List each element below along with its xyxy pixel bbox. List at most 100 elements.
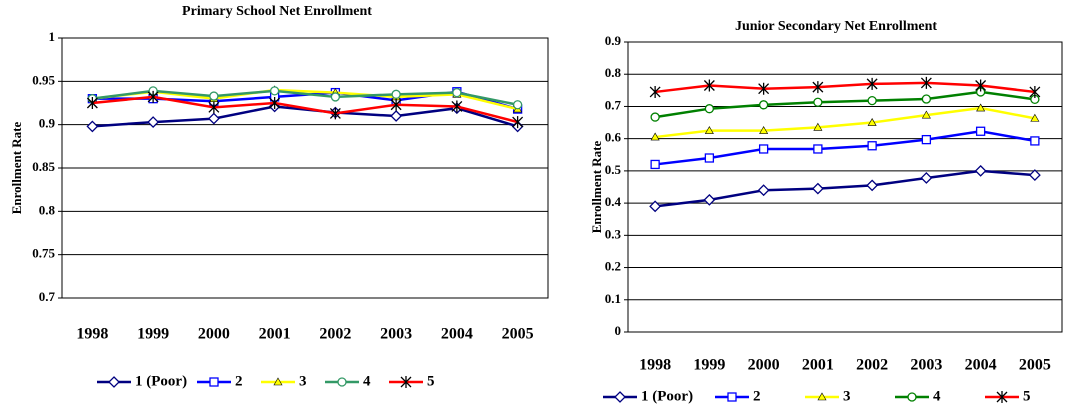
x-tick-label: 1999 xyxy=(693,357,725,374)
marker xyxy=(209,91,219,101)
marker xyxy=(867,141,877,151)
marker xyxy=(207,112,220,125)
x-tick-label: 2001 xyxy=(802,357,834,374)
x-tick-label: 2005 xyxy=(502,326,534,343)
y-axis-label: Enrollment Rate xyxy=(9,121,24,214)
series-line xyxy=(92,89,518,106)
x-tick-label: 2003 xyxy=(380,326,412,343)
legend-label: 2 xyxy=(235,373,243,389)
marker xyxy=(512,116,524,129)
marker xyxy=(147,116,160,128)
series-line xyxy=(654,129,1036,166)
marker xyxy=(452,87,462,98)
x-tick-label: 2002 xyxy=(319,326,351,343)
x-tick-label: 2002 xyxy=(856,357,888,374)
marker xyxy=(1028,169,1041,181)
y-tick-label: 0.85 xyxy=(32,159,55,174)
marker xyxy=(811,182,824,195)
x-tick-label: 1998 xyxy=(639,357,671,374)
legend-marker xyxy=(273,377,283,386)
x-tick-label: 2000 xyxy=(748,357,780,374)
legend-label: 5 xyxy=(1023,388,1031,404)
marker xyxy=(329,107,341,120)
series-line xyxy=(654,106,1036,139)
chart-title: Junior Secondary Net Enrollment xyxy=(735,19,937,34)
marker xyxy=(390,110,403,122)
legend-label: 4 xyxy=(933,388,941,404)
y-tick-label: 0.4 xyxy=(605,194,622,209)
x-tick-label: 2001 xyxy=(259,326,291,343)
marker xyxy=(269,97,281,109)
y-axis-label: Enrollment Rate xyxy=(589,140,604,233)
legend-marker xyxy=(907,392,917,402)
y-tick-label: 0.9 xyxy=(39,116,56,131)
y-tick-label: 0.7 xyxy=(605,97,622,112)
legend-label: 1 (Poor) xyxy=(641,388,693,404)
marker xyxy=(921,94,932,104)
marker xyxy=(512,100,523,110)
marker xyxy=(704,153,715,163)
x-tick-label: 1999 xyxy=(137,326,169,343)
y-tick-label: 0.8 xyxy=(39,202,56,217)
marker xyxy=(704,104,715,114)
marker xyxy=(867,117,877,126)
marker xyxy=(269,86,280,96)
marker xyxy=(813,122,823,131)
y-tick-label: 0.3 xyxy=(605,226,622,241)
marker xyxy=(650,132,660,141)
x-tick-label: 2003 xyxy=(910,357,942,374)
marker xyxy=(649,85,661,98)
marker xyxy=(975,126,986,136)
y-tick-label: 0.6 xyxy=(605,130,622,145)
marker xyxy=(704,126,714,134)
legend-marker xyxy=(209,377,219,387)
legend-label: 4 xyxy=(363,373,371,389)
x-tick-label: 1998 xyxy=(76,326,108,343)
legend-marker xyxy=(337,377,347,387)
marker xyxy=(813,97,823,107)
marker xyxy=(391,89,401,99)
marker xyxy=(758,82,770,95)
legend-label: 2 xyxy=(753,388,761,404)
legend-marker xyxy=(614,391,626,403)
marker xyxy=(208,101,220,114)
marker xyxy=(1030,136,1040,146)
marker xyxy=(147,90,159,103)
plot-area xyxy=(61,37,549,299)
marker xyxy=(451,100,463,113)
marker xyxy=(813,144,823,154)
chart: Junior Secondary Net Enrollment Enrollmen… xyxy=(589,19,1063,404)
legend-marker xyxy=(727,392,737,402)
y-tick-label: 1 xyxy=(49,29,56,44)
legend-marker xyxy=(996,391,1008,403)
marker xyxy=(757,184,770,197)
y-tick-label: 0.9 xyxy=(605,33,622,48)
marker xyxy=(812,81,824,94)
marker xyxy=(920,172,933,184)
marker xyxy=(974,164,987,177)
marker xyxy=(1030,113,1040,122)
x-tick-label: 2004 xyxy=(965,357,997,374)
marker xyxy=(866,179,879,192)
series-line xyxy=(92,95,518,124)
y-tick-label: 0 xyxy=(615,323,622,338)
marker xyxy=(758,100,769,110)
y-tick-label: 0.5 xyxy=(605,162,622,177)
marker xyxy=(867,95,877,106)
x-tick-label: 2000 xyxy=(198,326,230,343)
legend-marker xyxy=(817,392,827,401)
legend-label: 1 (Poor) xyxy=(135,373,187,389)
marker xyxy=(703,193,716,206)
marker xyxy=(920,76,932,89)
plot-area xyxy=(627,41,1063,333)
marker xyxy=(650,112,660,122)
marker xyxy=(758,144,769,154)
legend-label: 3 xyxy=(299,373,307,389)
marker xyxy=(976,103,986,112)
y-tick-label: 0.8 xyxy=(605,65,622,80)
legend-label: 3 xyxy=(843,388,851,404)
x-tick-label: 2004 xyxy=(441,326,473,343)
y-tick-label: 0.1 xyxy=(605,291,621,306)
series-line xyxy=(654,169,1035,208)
